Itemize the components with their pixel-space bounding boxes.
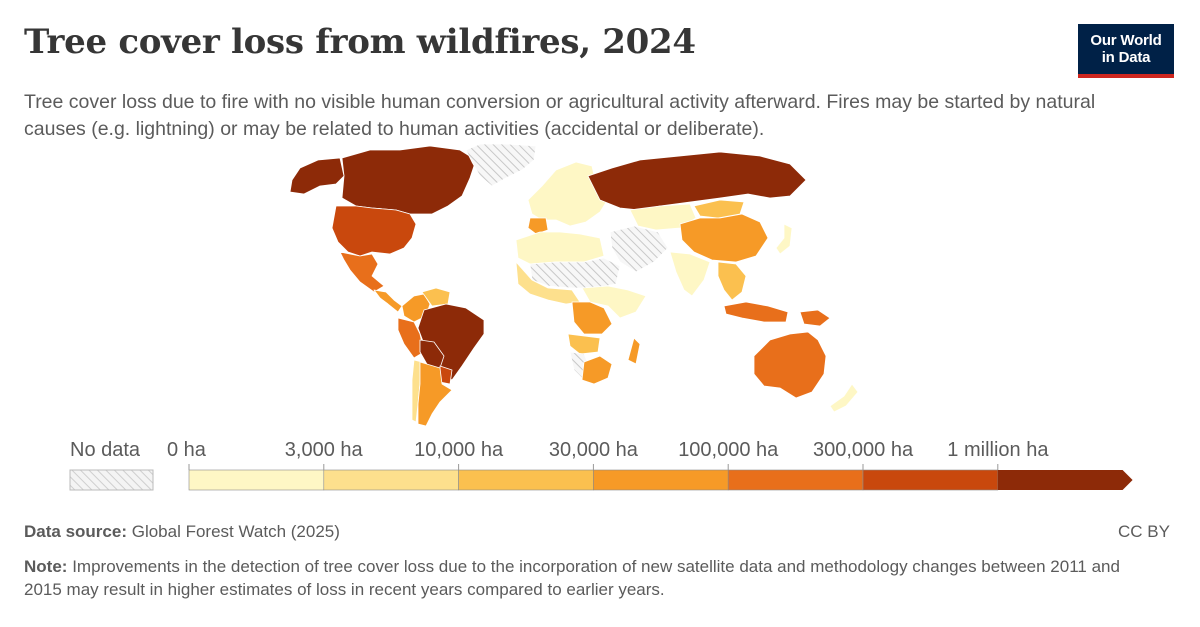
chart-subtitle: Tree cover loss due to fire with no visi… bbox=[24, 91, 1096, 140]
legend-no-data-swatch bbox=[69, 469, 154, 491]
legend-label-5: 300,000 ha bbox=[813, 439, 914, 461]
legend-label-1: 3,000 ha bbox=[284, 439, 363, 461]
region-sahara[interactable] bbox=[529, 257, 621, 289]
region-central-africa[interactable] bbox=[581, 285, 647, 319]
license-link[interactable]: CC BY bbox=[1118, 522, 1170, 541]
legend-label-3: 30,000 ha bbox=[548, 439, 638, 461]
legend-label-2: 10,000 ha bbox=[414, 439, 504, 461]
legend-bin-3[interactable] bbox=[593, 469, 729, 491]
region-united-states[interactable] bbox=[331, 205, 417, 257]
region-china[interactable] bbox=[679, 213, 769, 263]
owid-logo[interactable]: Our World in Data bbox=[1078, 24, 1174, 78]
logo-line-1: Our World bbox=[1090, 32, 1162, 49]
region-greenland[interactable] bbox=[465, 143, 537, 187]
region-middle-east[interactable] bbox=[609, 225, 669, 273]
region-india[interactable] bbox=[669, 251, 711, 297]
data-source-label: Data source: bbox=[24, 522, 127, 541]
note-text: Improvements in the detection of tree co… bbox=[24, 557, 1120, 599]
region-angola[interactable] bbox=[567, 333, 601, 355]
region-australia[interactable] bbox=[753, 331, 827, 399]
region-peru[interactable] bbox=[397, 317, 425, 359]
legend-bin-6[interactable] bbox=[997, 470, 1133, 490]
region-canada[interactable] bbox=[341, 145, 477, 215]
legend-bin-4[interactable] bbox=[727, 469, 864, 491]
legend-bin-2[interactable] bbox=[458, 469, 594, 491]
region-central-america[interactable] bbox=[373, 289, 403, 313]
region-alaska[interactable] bbox=[289, 157, 345, 195]
chart-title: Tree cover loss from wildfires, 2024 bbox=[24, 22, 696, 62]
region-papua-new-guinea[interactable] bbox=[799, 309, 831, 327]
legend-bin-5[interactable] bbox=[862, 469, 999, 491]
note-label: Note: bbox=[24, 557, 68, 576]
legend-label-4: 100,000 ha bbox=[678, 439, 779, 461]
region-south-africa[interactable] bbox=[581, 355, 613, 385]
region-southeast-asia[interactable] bbox=[717, 261, 747, 301]
region-argentina[interactable] bbox=[417, 361, 453, 427]
region-dr-congo[interactable] bbox=[571, 301, 613, 335]
logo-line-2: in Data bbox=[1101, 49, 1151, 66]
region-venezuela[interactable] bbox=[421, 287, 451, 307]
region-indonesia[interactable] bbox=[723, 301, 789, 323]
region-mexico[interactable] bbox=[339, 251, 385, 293]
legend-bin-0[interactable] bbox=[188, 469, 325, 491]
legend-no-data-label: No data bbox=[70, 439, 141, 461]
data-source-link[interactable]: Global Forest Watch (2025) bbox=[131, 522, 340, 541]
footnote: Note: Improvements in the detection of t… bbox=[24, 555, 1144, 601]
region-japan[interactable] bbox=[775, 223, 793, 255]
legend-label-6: 1 million ha bbox=[947, 439, 1049, 461]
region-north-africa[interactable] bbox=[515, 231, 605, 265]
data-source: Data source: Global Forest Watch (2025) bbox=[24, 522, 340, 542]
legend-label-0: 0 ha bbox=[167, 439, 206, 461]
region-new-zealand[interactable] bbox=[829, 383, 859, 413]
region-madagascar[interactable] bbox=[627, 337, 641, 365]
legend-bin-1[interactable] bbox=[323, 469, 459, 491]
